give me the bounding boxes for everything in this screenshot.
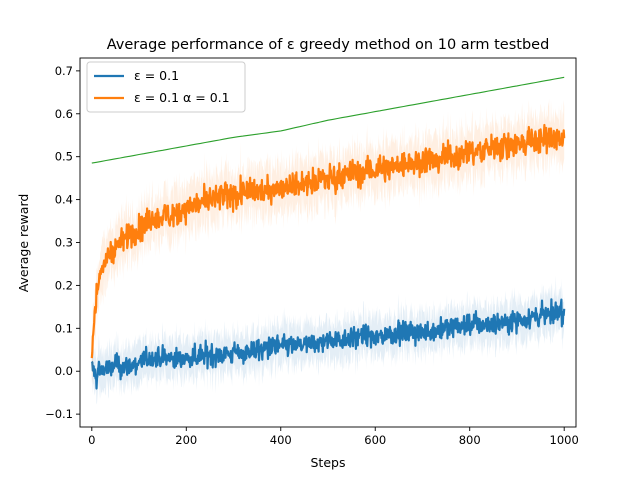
series-0-line: [90, 298, 566, 390]
x-axis-label: Steps: [311, 455, 346, 470]
y-tick-label: −0.1: [45, 407, 73, 421]
y-tick-label: 0.1: [55, 321, 73, 335]
y-axis-label: Average reward: [16, 194, 31, 293]
series-2-line: [91, 76, 565, 164]
y-tick-label: 0.6: [55, 107, 73, 121]
series-1-line: [90, 123, 566, 359]
legend-label-series-0: ε = 0.1: [134, 68, 179, 83]
y-tick-label: 0.4: [55, 193, 73, 207]
x-tick-label: 200: [175, 433, 197, 447]
y-tick-label: 0.7: [55, 64, 73, 78]
x-tick-label: 800: [459, 433, 481, 447]
x-tick-label: 1000: [550, 433, 579, 447]
legend-box: [86, 61, 246, 113]
series-layer: [90, 76, 566, 405]
y-tick-label: 0.5: [55, 150, 73, 164]
y-tick-label: 0.2: [55, 278, 73, 292]
series-1-confidence-band: [91, 98, 565, 385]
y-tick-label: 0.3: [55, 236, 73, 250]
legend-label-series-1: ε = 0.1 α = 0.1: [134, 90, 230, 105]
x-tick-label: 0: [88, 433, 95, 447]
x-tick-label: 400: [270, 433, 292, 447]
legend: ε = 0.1 ε = 0.1 α = 0.1: [86, 61, 246, 113]
y-axis: −0.1 0.0 0.1 0.2 0.3 0.4 0.5 0.6 0.7: [45, 64, 80, 421]
x-axis: 0 200 400 600 800 1000: [88, 427, 579, 447]
x-tick-label: 600: [364, 433, 386, 447]
y-tick-label: 0.0: [55, 364, 73, 378]
chart-title: Average performance of ε greedy method o…: [107, 37, 550, 53]
